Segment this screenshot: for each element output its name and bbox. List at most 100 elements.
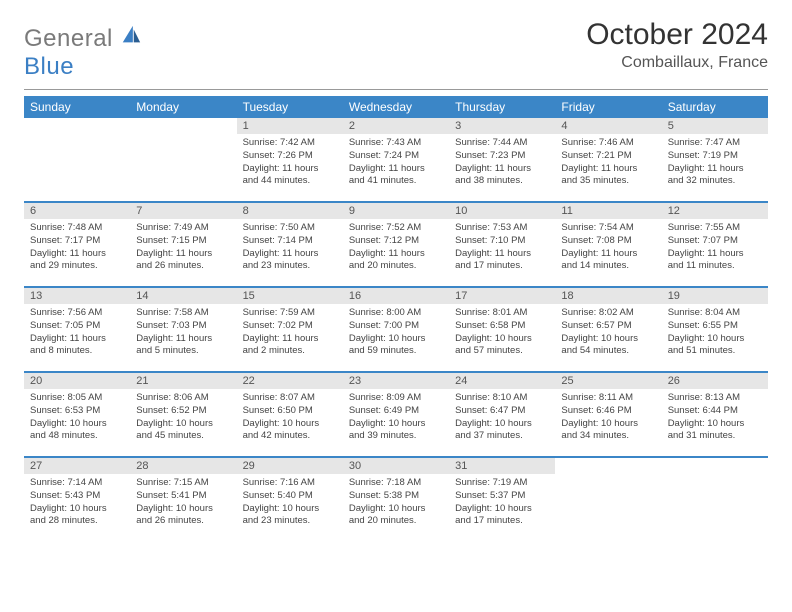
header-divider <box>24 89 768 90</box>
calendar-cell: 25Sunrise: 8:11 AMSunset: 6:46 PMDayligh… <box>555 372 661 457</box>
day-number: 15 <box>237 288 343 304</box>
calendar-table: SundayMondayTuesdayWednesdayThursdayFrid… <box>24 96 768 541</box>
brand-part1: General <box>24 25 113 52</box>
calendar-cell: 7Sunrise: 7:49 AMSunset: 7:15 PMDaylight… <box>130 202 236 287</box>
calendar-cell: 19Sunrise: 8:04 AMSunset: 6:55 PMDayligh… <box>662 287 768 372</box>
day-number: 17 <box>449 288 555 304</box>
day-details: Sunrise: 7:44 AMSunset: 7:23 PMDaylight:… <box>449 134 555 191</box>
calendar-cell: 18Sunrise: 8:02 AMSunset: 6:57 PMDayligh… <box>555 287 661 372</box>
day-details: Sunrise: 7:54 AMSunset: 7:08 PMDaylight:… <box>555 219 661 276</box>
calendar-cell: .. <box>662 457 768 541</box>
day-number: 26 <box>662 373 768 389</box>
calendar-cell: 9Sunrise: 7:52 AMSunset: 7:12 PMDaylight… <box>343 202 449 287</box>
day-details: Sunrise: 7:52 AMSunset: 7:12 PMDaylight:… <box>343 219 449 276</box>
day-details: Sunrise: 7:15 AMSunset: 5:41 PMDaylight:… <box>130 474 236 531</box>
day-number: 30 <box>343 458 449 474</box>
day-details: Sunrise: 7:55 AMSunset: 7:07 PMDaylight:… <box>662 219 768 276</box>
calendar-cell: 2Sunrise: 7:43 AMSunset: 7:24 PMDaylight… <box>343 118 449 202</box>
day-number: 13 <box>24 288 130 304</box>
day-details: Sunrise: 7:46 AMSunset: 7:21 PMDaylight:… <box>555 134 661 191</box>
day-details: Sunrise: 8:06 AMSunset: 6:52 PMDaylight:… <box>130 389 236 446</box>
day-details: Sunrise: 7:50 AMSunset: 7:14 PMDaylight:… <box>237 219 343 276</box>
calendar-cell: 26Sunrise: 8:13 AMSunset: 6:44 PMDayligh… <box>662 372 768 457</box>
day-number: 3 <box>449 118 555 134</box>
calendar-cell: 23Sunrise: 8:09 AMSunset: 6:49 PMDayligh… <box>343 372 449 457</box>
weekday-header: Thursday <box>449 96 555 118</box>
calendar-cell: 14Sunrise: 7:58 AMSunset: 7:03 PMDayligh… <box>130 287 236 372</box>
calendar-cell: 28Sunrise: 7:15 AMSunset: 5:41 PMDayligh… <box>130 457 236 541</box>
day-number: 10 <box>449 203 555 219</box>
day-details: Sunrise: 7:53 AMSunset: 7:10 PMDaylight:… <box>449 219 555 276</box>
page-subtitle: Combaillaux, France <box>586 54 768 72</box>
day-number: 28 <box>130 458 236 474</box>
day-details: Sunrise: 8:00 AMSunset: 7:00 PMDaylight:… <box>343 304 449 361</box>
day-details: Sunrise: 7:19 AMSunset: 5:37 PMDaylight:… <box>449 474 555 531</box>
day-number: 9 <box>343 203 449 219</box>
day-number: 7 <box>130 203 236 219</box>
weekday-header: Wednesday <box>343 96 449 118</box>
day-number: 14 <box>130 288 236 304</box>
day-number: 4 <box>555 118 661 134</box>
calendar-cell: 24Sunrise: 8:10 AMSunset: 6:47 PMDayligh… <box>449 372 555 457</box>
brand-text: General Blue <box>24 24 142 81</box>
day-details: Sunrise: 8:10 AMSunset: 6:47 PMDaylight:… <box>449 389 555 446</box>
brand-part2: Blue <box>24 53 74 80</box>
calendar-cell: 15Sunrise: 7:59 AMSunset: 7:02 PMDayligh… <box>237 287 343 372</box>
calendar-cell: 30Sunrise: 7:18 AMSunset: 5:38 PMDayligh… <box>343 457 449 541</box>
calendar-cell: 11Sunrise: 7:54 AMSunset: 7:08 PMDayligh… <box>555 202 661 287</box>
day-details: Sunrise: 7:59 AMSunset: 7:02 PMDaylight:… <box>237 304 343 361</box>
day-number: 16 <box>343 288 449 304</box>
calendar-cell: .. <box>555 457 661 541</box>
calendar-cell: 21Sunrise: 8:06 AMSunset: 6:52 PMDayligh… <box>130 372 236 457</box>
day-details: Sunrise: 7:18 AMSunset: 5:38 PMDaylight:… <box>343 474 449 531</box>
day-details: Sunrise: 8:07 AMSunset: 6:50 PMDaylight:… <box>237 389 343 446</box>
weekday-header: Tuesday <box>237 96 343 118</box>
calendar-cell: 8Sunrise: 7:50 AMSunset: 7:14 PMDaylight… <box>237 202 343 287</box>
day-details: Sunrise: 7:49 AMSunset: 7:15 PMDaylight:… <box>130 219 236 276</box>
weekday-header: Saturday <box>662 96 768 118</box>
calendar-cell: 12Sunrise: 7:55 AMSunset: 7:07 PMDayligh… <box>662 202 768 287</box>
weekday-header: Friday <box>555 96 661 118</box>
day-number: 27 <box>24 458 130 474</box>
day-details: Sunrise: 8:01 AMSunset: 6:58 PMDaylight:… <box>449 304 555 361</box>
calendar-cell: 31Sunrise: 7:19 AMSunset: 5:37 PMDayligh… <box>449 457 555 541</box>
day-details: Sunrise: 7:58 AMSunset: 7:03 PMDaylight:… <box>130 304 236 361</box>
day-details: Sunrise: 7:48 AMSunset: 7:17 PMDaylight:… <box>24 219 130 276</box>
calendar-cell: 4Sunrise: 7:46 AMSunset: 7:21 PMDaylight… <box>555 118 661 202</box>
calendar-cell: 17Sunrise: 8:01 AMSunset: 6:58 PMDayligh… <box>449 287 555 372</box>
day-number: 25 <box>555 373 661 389</box>
calendar-cell: 5Sunrise: 7:47 AMSunset: 7:19 PMDaylight… <box>662 118 768 202</box>
day-number: 5 <box>662 118 768 134</box>
day-number: 11 <box>555 203 661 219</box>
day-number: 29 <box>237 458 343 474</box>
day-number: 6 <box>24 203 130 219</box>
day-number: 23 <box>343 373 449 389</box>
day-number: 12 <box>662 203 768 219</box>
weekday-header: Sunday <box>24 96 130 118</box>
calendar-cell: 13Sunrise: 7:56 AMSunset: 7:05 PMDayligh… <box>24 287 130 372</box>
calendar-cell: 29Sunrise: 7:16 AMSunset: 5:40 PMDayligh… <box>237 457 343 541</box>
day-number: 18 <box>555 288 661 304</box>
day-details: Sunrise: 7:16 AMSunset: 5:40 PMDaylight:… <box>237 474 343 531</box>
day-number: 21 <box>130 373 236 389</box>
calendar-cell: 27Sunrise: 7:14 AMSunset: 5:43 PMDayligh… <box>24 457 130 541</box>
page-title: October 2024 <box>586 18 768 52</box>
day-number: 2 <box>343 118 449 134</box>
day-number: 31 <box>449 458 555 474</box>
day-number: 19 <box>662 288 768 304</box>
calendar-cell: .. <box>130 118 236 202</box>
day-details: Sunrise: 7:47 AMSunset: 7:19 PMDaylight:… <box>662 134 768 191</box>
calendar-cell: 10Sunrise: 7:53 AMSunset: 7:10 PMDayligh… <box>449 202 555 287</box>
sail-icon <box>120 24 142 46</box>
day-details: Sunrise: 8:13 AMSunset: 6:44 PMDaylight:… <box>662 389 768 446</box>
calendar-cell: .. <box>24 118 130 202</box>
day-details: Sunrise: 8:11 AMSunset: 6:46 PMDaylight:… <box>555 389 661 446</box>
day-number: 24 <box>449 373 555 389</box>
day-details: Sunrise: 8:02 AMSunset: 6:57 PMDaylight:… <box>555 304 661 361</box>
day-details: Sunrise: 8:05 AMSunset: 6:53 PMDaylight:… <box>24 389 130 446</box>
calendar-cell: 16Sunrise: 8:00 AMSunset: 7:00 PMDayligh… <box>343 287 449 372</box>
weekday-header: Monday <box>130 96 236 118</box>
day-number: 22 <box>237 373 343 389</box>
day-details: Sunrise: 7:14 AMSunset: 5:43 PMDaylight:… <box>24 474 130 531</box>
brand-logo: General Blue <box>24 24 142 81</box>
